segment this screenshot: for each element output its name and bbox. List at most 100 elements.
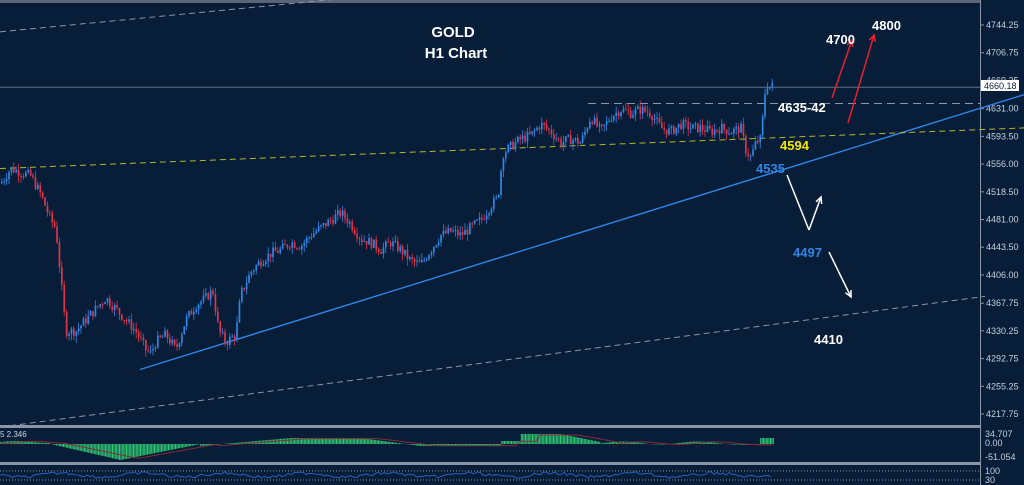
candle-body: [305, 237, 308, 243]
candle-body: [598, 124, 601, 127]
macd-bar: [469, 444, 470, 446]
candle-body: [401, 246, 404, 255]
price-tick-label: 4631.00: [986, 104, 1019, 114]
arrow-down-to-4410-head: [845, 289, 852, 299]
candle-body: [214, 294, 217, 312]
macd-bar: [154, 444, 155, 454]
macd-bar: [638, 442, 640, 444]
macd-bar: [411, 444, 413, 445]
candle-body: [586, 128, 589, 132]
candle-body: [68, 334, 70, 336]
candle-body: [533, 130, 536, 132]
macd-bar: [694, 441, 696, 444]
candle-body: [113, 305, 116, 310]
macd-bar: [495, 444, 497, 446]
macd-bar: [422, 444, 424, 446]
macd-bar: [246, 441, 248, 444]
macd-bar: [49, 442, 50, 444]
candle-body: [353, 230, 356, 234]
candle-body: [601, 124, 603, 126]
price-tick-label: 4481.00: [986, 215, 1019, 225]
candle-body: [473, 220, 476, 224]
macd-bar: [191, 444, 193, 446]
candle-body: [200, 301, 202, 305]
candle-body: [365, 241, 368, 245]
macd-bar: [553, 434, 554, 444]
macd-bar: [539, 434, 540, 444]
candle-body: [437, 242, 440, 246]
macd-bar: [410, 444, 412, 445]
price-tick-label: 4292.75: [986, 354, 1019, 364]
candle-body: [171, 339, 174, 344]
macd-bar: [462, 444, 463, 446]
macd-bar: [382, 440, 384, 444]
macd-bar: [593, 440, 595, 444]
candle-body: [65, 311, 68, 336]
macd-bar: [46, 442, 48, 444]
macd-separator-bottom[interactable]: [0, 462, 980, 465]
macd-bar: [763, 438, 764, 444]
macd-bar: [481, 444, 483, 446]
macd-bar: [334, 438, 336, 444]
candle-body: [574, 138, 577, 141]
macd-bar: [358, 438, 360, 444]
macd-bar: [513, 441, 515, 444]
candle-body: [161, 336, 164, 338]
macd-bar: [57, 444, 59, 446]
macd-bar: [424, 444, 426, 446]
candle-body: [125, 320, 128, 322]
candle-body: [713, 129, 716, 135]
candle-body: [733, 128, 735, 134]
macd-bar: [380, 440, 382, 444]
candle-body: [298, 248, 301, 250]
macd-separator-top[interactable]: [0, 425, 980, 428]
macd-bar: [79, 444, 81, 451]
macd-bar: [453, 444, 455, 446]
candle-body: [411, 257, 414, 260]
macd-bar: [354, 438, 356, 444]
macd-bar: [158, 444, 160, 453]
macd-bar: [487, 444, 489, 446]
macd-bar: [19, 441, 21, 444]
macd-bar: [714, 442, 715, 444]
price-tick-label: 4217.75: [986, 409, 1019, 419]
macd-bar: [467, 444, 469, 446]
candle-body: [140, 337, 142, 339]
candle-body: [389, 242, 392, 247]
macd-bar: [82, 444, 84, 452]
candle-body: [461, 232, 464, 235]
macd-bar: [147, 444, 148, 455]
candle-body: [521, 135, 524, 140]
macd-bar: [67, 444, 69, 448]
candle-body: [101, 304, 104, 306]
macd-bar: [597, 441, 599, 444]
candle-body: [629, 110, 632, 118]
macd-bar: [413, 444, 414, 446]
macd-bar: [312, 438, 314, 444]
macd-bar: [497, 444, 498, 446]
macd-bar: [316, 438, 318, 444]
candle-body: [22, 176, 25, 178]
macd-bar: [182, 444, 183, 448]
macd-bar: [450, 444, 452, 446]
candle-body: [505, 152, 507, 159]
macd-bar: [308, 438, 309, 444]
candle-body: [231, 336, 234, 338]
candle-body: [545, 124, 548, 129]
candle-body: [445, 230, 447, 234]
candle-body: [82, 318, 85, 326]
macd-bar: [683, 442, 685, 444]
macd-bar: [71, 444, 73, 449]
macd-bar: [81, 444, 83, 452]
macd-bar: [350, 438, 351, 444]
forecast-arrows: [786, 33, 876, 299]
macd-bar: [330, 438, 332, 444]
candle-body: [181, 334, 183, 344]
candle-body: [404, 249, 406, 255]
macd-bar: [26, 441, 28, 444]
macd-bar: [348, 438, 350, 444]
macd-bar: [767, 438, 769, 444]
macd-bar: [533, 434, 535, 444]
candle-body: [447, 228, 450, 234]
macd-bar: [525, 434, 526, 444]
